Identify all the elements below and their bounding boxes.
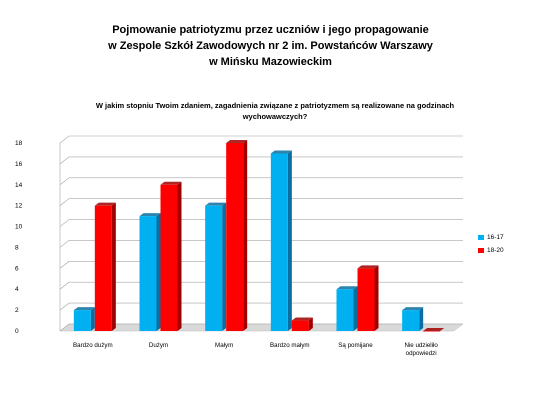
gridline xyxy=(59,219,463,227)
x-tick-label: odpowiedzi xyxy=(406,350,437,357)
slide-title-line-1: Pojmowanie patriotyzmu przez uczniów i j… xyxy=(112,24,429,36)
slide-title-line-2: w Zespole Szkół Zawodowych nr 2 im. Pows… xyxy=(108,40,433,52)
bar-side xyxy=(374,265,379,331)
y-tick-label: 8 xyxy=(15,244,19,251)
bar xyxy=(73,310,91,331)
legend-item-series-2: 18-20 xyxy=(478,244,504,257)
bar-top xyxy=(423,328,445,331)
chart-legend: 16-17 18-20 xyxy=(478,231,504,257)
bar-side xyxy=(243,140,248,331)
slide-title-line-3: w Mińsku Mazowieckim xyxy=(209,56,332,68)
bar-top xyxy=(139,213,161,217)
bar-top xyxy=(336,286,358,290)
gridline xyxy=(59,240,463,248)
bar xyxy=(270,153,288,331)
chart-title-line-1: W jakim stopniu Twoim zdaniem, zagadnien… xyxy=(95,101,455,110)
bar xyxy=(291,320,309,331)
legend-swatch xyxy=(478,235,484,240)
chart-title: W jakim stopniu Twoim zdaniem, zagadnien… xyxy=(60,100,490,122)
bar-top xyxy=(291,317,313,321)
slide-title: Pojmowanie patriotyzmu przez uczniów i j… xyxy=(0,22,541,70)
x-tick-label: Nie udzieliło xyxy=(404,342,438,349)
x-tick-label: Są pomijane xyxy=(338,342,373,349)
bar-top xyxy=(357,265,379,269)
bar-top xyxy=(94,202,116,206)
bar xyxy=(94,205,112,331)
bar-side xyxy=(90,307,95,331)
bar-top xyxy=(402,307,424,311)
y-tick-label: 16 xyxy=(15,161,23,168)
gridline xyxy=(59,302,463,311)
chart-back-wall xyxy=(60,136,463,331)
bar xyxy=(423,331,441,332)
bar-top xyxy=(73,307,95,311)
gridline xyxy=(59,323,463,332)
legend-label: 16-17 xyxy=(487,234,504,241)
legend-swatch xyxy=(478,248,484,253)
legend-item-series-1: 16-17 xyxy=(478,231,504,244)
x-tick-label: Dużym xyxy=(149,342,168,349)
y-tick-label: 0 xyxy=(15,328,19,335)
legend-label: 18-20 xyxy=(487,247,504,254)
bar xyxy=(357,268,375,331)
y-tick-label: 10 xyxy=(15,224,23,231)
bar-side xyxy=(222,202,227,331)
bar-side xyxy=(177,181,182,331)
gridline xyxy=(59,261,463,269)
chart-title-line-2: wychowawczych? xyxy=(242,112,308,121)
bar-side xyxy=(419,307,424,331)
bar-top xyxy=(205,202,227,206)
y-tick-label: 6 xyxy=(15,265,19,272)
bar-side xyxy=(156,213,161,331)
gridline xyxy=(59,156,463,165)
bar xyxy=(139,216,157,331)
bar xyxy=(160,184,178,331)
gridline xyxy=(59,135,463,144)
bar-side xyxy=(111,202,116,331)
gridline xyxy=(59,281,463,290)
y-tick-label: 18 xyxy=(15,140,23,147)
x-tick-label: Małym xyxy=(215,342,233,349)
bar xyxy=(336,289,354,331)
bar xyxy=(226,143,244,331)
bar-top xyxy=(270,150,292,154)
bar xyxy=(205,205,223,331)
y-tick-label: 2 xyxy=(15,307,19,314)
y-tick-label: 14 xyxy=(15,182,23,189)
x-tick-label: Bardzo dużym xyxy=(73,342,113,349)
gridline xyxy=(59,198,463,206)
bar xyxy=(402,310,420,331)
bar-side xyxy=(308,317,313,331)
bar-side xyxy=(287,150,292,331)
gridline xyxy=(59,177,463,186)
x-tick-label: Bardzo małym xyxy=(270,342,310,349)
bar-top xyxy=(226,140,248,143)
bar-side xyxy=(353,286,358,331)
y-tick-label: 4 xyxy=(15,286,19,293)
y-tick-label: 12 xyxy=(15,203,23,210)
bar-top xyxy=(160,181,182,185)
